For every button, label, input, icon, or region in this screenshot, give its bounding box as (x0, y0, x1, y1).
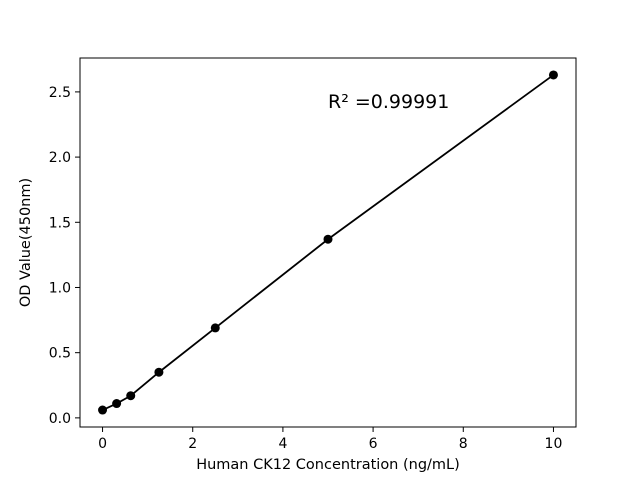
y-tick-label: 1.0 (49, 280, 71, 296)
y-axis-label: OD Value(450nm) (18, 178, 34, 307)
x-tick-label: 6 (369, 436, 378, 452)
x-tick-label: 4 (278, 436, 287, 452)
data-point (323, 234, 333, 244)
r-squared-annotation: R² =0.99991 (328, 91, 449, 113)
x-tick-label: 8 (459, 436, 468, 452)
x-axis-label: Human CK12 Concentration (ng/mL) (196, 457, 460, 473)
x-tick-label: 10 (545, 436, 563, 452)
y-tick-label: 2.0 (49, 150, 71, 166)
data-point (154, 367, 164, 377)
data-point (112, 399, 122, 409)
x-tick-label: 0 (98, 436, 107, 452)
data-point (548, 70, 558, 80)
y-tick-label: 1.5 (49, 215, 71, 231)
y-tick-label: 0.0 (49, 411, 71, 427)
plot-border (79, 57, 577, 428)
x-tick-label: 2 (188, 436, 197, 452)
data-point (126, 391, 136, 401)
data-point (98, 405, 108, 415)
data-point (210, 323, 220, 333)
y-tick-label: 2.5 (49, 85, 71, 101)
y-tick-label: 0.5 (49, 346, 71, 362)
